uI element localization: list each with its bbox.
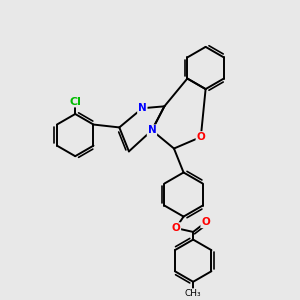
Text: Cl: Cl	[69, 97, 81, 106]
Text: N: N	[148, 125, 156, 135]
Text: O: O	[172, 223, 180, 233]
Text: O: O	[196, 132, 205, 142]
Text: CH₃: CH₃	[185, 289, 202, 298]
Text: O: O	[201, 217, 210, 227]
Text: N: N	[138, 103, 147, 113]
